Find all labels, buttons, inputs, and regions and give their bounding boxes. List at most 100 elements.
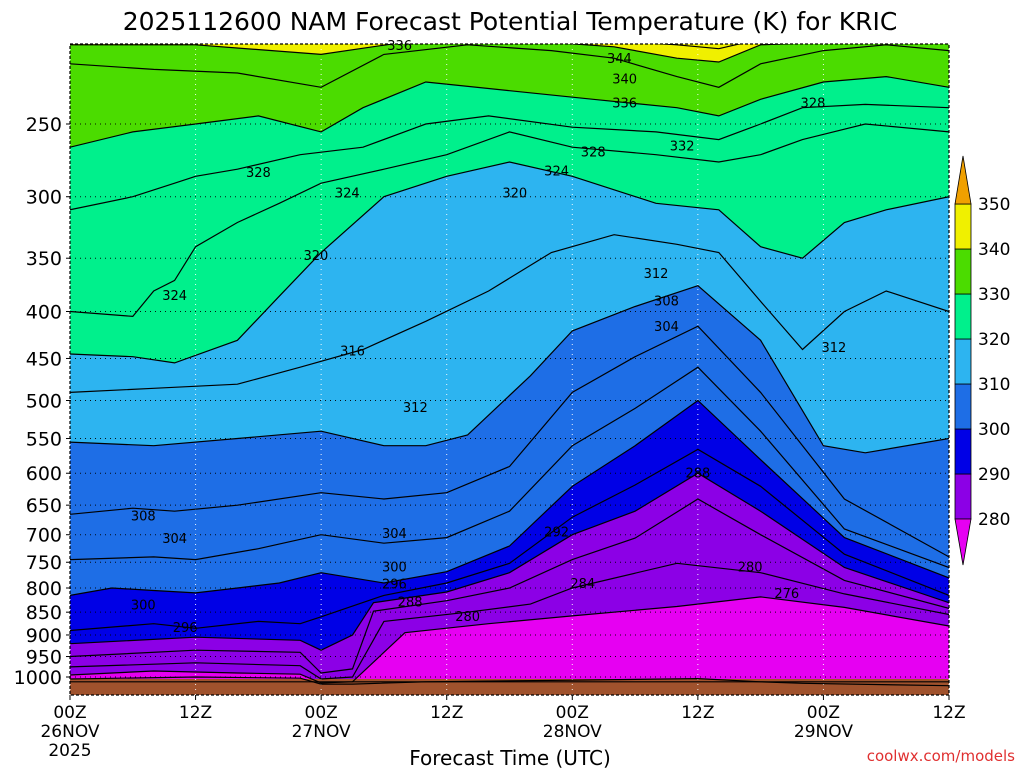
y-tick-label: 250 xyxy=(26,114,62,136)
contour-line-316 xyxy=(70,234,949,393)
y-tick-label: 900 xyxy=(26,625,62,647)
contour-label: 324 xyxy=(544,165,569,180)
colorbar: 280 290 300 310 320 330 340 350 xyxy=(954,155,1010,566)
x-tick-label: 12Z xyxy=(932,703,965,723)
y-tick-label: 300 xyxy=(26,187,62,209)
contour-label: 284 xyxy=(570,577,595,592)
colorbar-label: 340 xyxy=(978,240,1010,260)
colorbar-label: 290 xyxy=(978,465,1010,485)
contour-label: 304 xyxy=(382,527,407,542)
x-tick-label: 26NOV xyxy=(40,722,99,742)
contour-label: 308 xyxy=(131,509,156,524)
contour-label: 280 xyxy=(455,610,480,625)
y-tick-label: 500 xyxy=(26,391,62,413)
colorbar-swatch xyxy=(954,338,972,385)
colorbar-label: 320 xyxy=(978,330,1010,350)
y-tick-label: 350 xyxy=(26,248,62,270)
contour-line-320 xyxy=(70,161,949,364)
contour-label: 288 xyxy=(685,467,710,482)
contour-label: 340 xyxy=(612,72,637,87)
x-tick-label: 00Z xyxy=(556,703,589,723)
contour-line-332 xyxy=(70,75,949,148)
contour-label: 280 xyxy=(738,560,763,575)
x-tick-label: 29NOV xyxy=(794,722,853,742)
y-tick-label: 650 xyxy=(26,495,62,517)
y-tick-label: 750 xyxy=(26,552,62,574)
x-tick-label: 12Z xyxy=(430,703,463,723)
grid-lines xyxy=(70,44,949,695)
contour-label: 328 xyxy=(581,146,606,161)
contour-line-324 xyxy=(70,123,949,318)
y-tick-label: 950 xyxy=(26,647,62,669)
contour-label: 324 xyxy=(335,187,360,202)
contour-label: 300 xyxy=(131,599,156,614)
colorbar-extend-low xyxy=(954,518,972,566)
contour-label: 312 xyxy=(644,267,669,282)
contour-label: 312 xyxy=(821,341,846,356)
contour-line-328 xyxy=(70,103,949,211)
credit-text: coolwx.com/models xyxy=(867,747,1015,765)
filled-contours xyxy=(70,44,949,695)
x-tick-label: 28NOV xyxy=(543,722,602,742)
contour-line-292 xyxy=(70,472,949,651)
contour-label: 344 xyxy=(607,52,632,67)
contour-label: 296 xyxy=(173,621,198,636)
y-tick-label: 850 xyxy=(26,602,62,624)
colorbar-swatch xyxy=(954,248,972,295)
ground-fill xyxy=(70,679,949,695)
y-tick-label: 800 xyxy=(26,578,62,600)
contour-line-336 xyxy=(70,44,949,88)
contour-line-312 xyxy=(70,285,949,454)
y-tick-label: 600 xyxy=(26,463,62,485)
colorbar-label: 330 xyxy=(978,285,1010,305)
x-tick-label: 00Z xyxy=(807,703,840,723)
contour-label: 312 xyxy=(403,401,428,416)
contour-line-280 xyxy=(70,596,949,684)
colorbar-swatch xyxy=(954,428,972,475)
contour-line-308 xyxy=(70,325,949,558)
colorbar-swatch xyxy=(954,203,972,250)
contour-label: 288 xyxy=(398,596,423,611)
colorbar-swatch xyxy=(954,383,972,430)
contour-label: 328 xyxy=(801,97,826,112)
contour-line-304 xyxy=(70,366,949,569)
contour-label: 320 xyxy=(502,187,527,202)
y-tick-label: 400 xyxy=(26,301,62,323)
contour-label: 336 xyxy=(612,97,637,112)
y-tick-label: 700 xyxy=(26,525,62,547)
contour-label: 292 xyxy=(544,525,569,540)
y-tick-label: 550 xyxy=(26,429,62,451)
contour-lines xyxy=(70,44,949,687)
contour-label: 296 xyxy=(382,577,407,592)
ground-strip xyxy=(70,679,949,695)
chart-title: 2025112600 NAM Forecast Potential Temper… xyxy=(123,7,898,36)
y-tick-label: 1000 xyxy=(14,667,62,689)
colorbar-label: 280 xyxy=(978,510,1010,530)
contour-line-340 xyxy=(70,44,799,63)
x-tick-label: 2025 xyxy=(48,741,91,761)
contour-line-284 xyxy=(70,562,949,680)
contour-label: 308 xyxy=(654,294,679,309)
contour-label: 336 xyxy=(387,39,412,54)
contour-line-276 xyxy=(70,676,949,687)
contour-label: 328 xyxy=(246,166,271,181)
contour-line-300 xyxy=(70,399,949,596)
x-tick-label: 12Z xyxy=(681,703,714,723)
contour-label: 324 xyxy=(162,289,187,304)
contour-line-288 xyxy=(70,498,949,674)
contour-label: 300 xyxy=(382,560,407,575)
colorbar-label: 350 xyxy=(978,195,1010,215)
x-tick-label: 27NOV xyxy=(292,722,351,742)
contour-label: 304 xyxy=(162,532,187,547)
contour-label: 320 xyxy=(303,249,328,264)
x-axis-label: Forecast Time (UTC) xyxy=(409,746,611,768)
x-tick-label: 00Z xyxy=(305,703,338,723)
colorbar-label: 310 xyxy=(978,375,1010,395)
contour-line-344 xyxy=(654,44,742,50)
contour-label: 316 xyxy=(340,344,365,359)
contour-label: 276 xyxy=(774,587,799,602)
colorbar-extend-high xyxy=(954,155,972,205)
contour-label: 332 xyxy=(670,140,695,155)
